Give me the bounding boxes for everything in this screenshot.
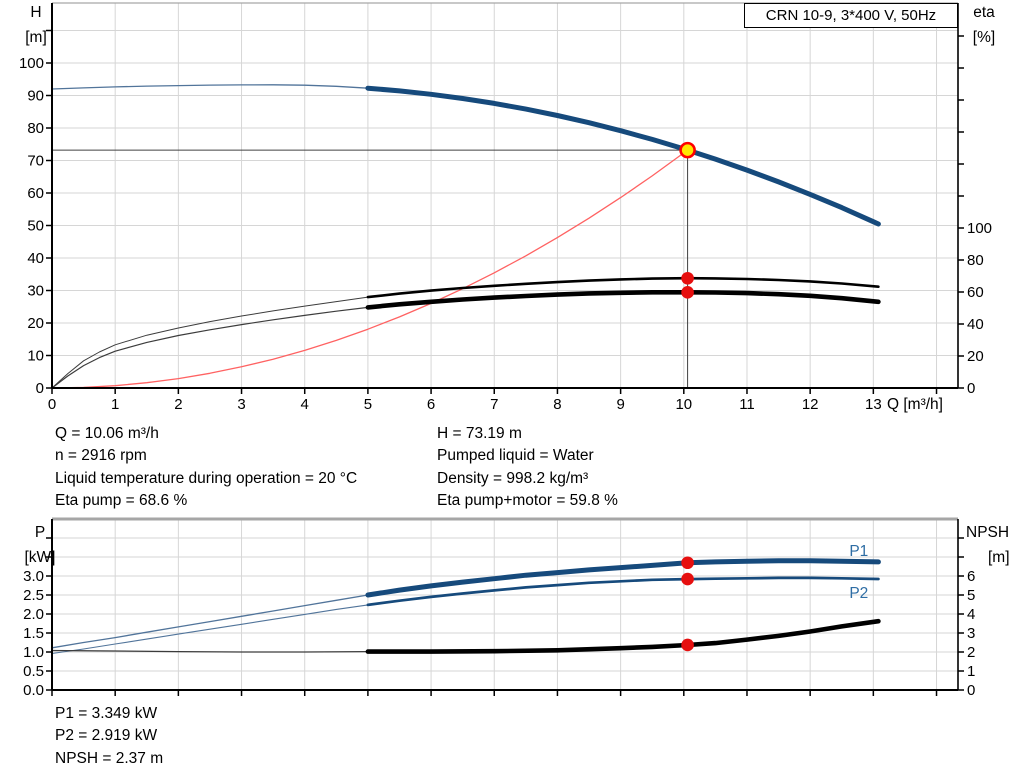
axis-label: 6 xyxy=(967,568,975,585)
axis-label: 3.0 xyxy=(23,568,44,585)
title-box: CRN 10-9, 3*400 V, 50Hz xyxy=(744,3,958,28)
axis-label: 11 xyxy=(739,396,755,413)
pump-curve-curve-thin xyxy=(51,84,368,90)
operating-point-dot-P1 xyxy=(681,556,694,570)
info-eta-pump: Eta pump = 68.6 % xyxy=(55,492,188,510)
P1-curve-thin xyxy=(51,594,369,649)
axis-label: 30 xyxy=(27,283,44,300)
axis-label: 60 xyxy=(27,185,44,202)
P2-curve xyxy=(366,576,880,607)
left-axis-title: P xyxy=(35,524,45,541)
axis-label: 8 xyxy=(553,396,561,413)
duty-point-marker xyxy=(679,141,696,159)
axis-label: 10 xyxy=(27,348,44,365)
axis-label: 4 xyxy=(967,606,975,623)
operating-point-dot-NPSH xyxy=(681,638,694,652)
axis-label: 60 xyxy=(967,284,984,301)
axis-label: 5 xyxy=(364,396,372,413)
operating-info-bottom: P1 = 3.349 kW P2 = 2.919 kW NPSH = 2.37 … xyxy=(55,703,163,770)
axis-label: 0 xyxy=(967,682,975,699)
info-npsh: NPSH = 2.37 m xyxy=(55,749,164,767)
info-liquid-temperature: Liquid temperature during operation = 20… xyxy=(55,469,358,487)
axis-label: 2 xyxy=(174,396,182,413)
P1-curve xyxy=(365,558,881,598)
axis-label: 10 xyxy=(675,396,692,413)
axis-label: 3 xyxy=(237,396,245,413)
left-axis-unit: [m] xyxy=(25,29,47,46)
eta-pump-curve-thin xyxy=(51,296,368,389)
x-axis-title: Q [m³/h] xyxy=(887,396,943,413)
system-curve-curve xyxy=(51,149,688,389)
operating-point-dot-P2 xyxy=(681,572,694,586)
right-axis-title: NPSH xyxy=(966,524,1009,541)
right-axis-unit: [%] xyxy=(973,29,995,46)
axis-label: 50 xyxy=(27,218,44,235)
axis-label: 1.0 xyxy=(23,644,44,661)
info-speed: n = 2916 rpm xyxy=(55,447,147,465)
info-p2: P2 = 2.919 kW xyxy=(55,727,158,745)
axis-label: 1 xyxy=(111,396,119,413)
info-head: H = 73.19 m xyxy=(437,425,522,442)
axis-label: 20 xyxy=(967,348,984,365)
info-pumped-liquid: Pumped liquid = Water xyxy=(437,447,594,465)
axis-label: 5 xyxy=(967,587,975,604)
axis-label: 0 xyxy=(967,380,975,397)
axis-label: 2 xyxy=(967,644,975,661)
operating-point-dot-eta-pump xyxy=(681,271,694,285)
info-flow: Q = 10.06 m³/h xyxy=(55,425,159,442)
grid xyxy=(52,3,958,388)
eta-pump-curve xyxy=(366,276,880,299)
right-axis-title: eta xyxy=(973,4,995,21)
right-axis-unit: [m] xyxy=(988,549,1010,566)
axis-label: 0.5 xyxy=(23,663,44,680)
axis-label: 0 xyxy=(36,380,44,397)
axis-label: 12 xyxy=(802,396,819,413)
curve-label-P1: P1 xyxy=(849,543,868,560)
eta-pump-motor-curve xyxy=(365,290,881,310)
axis-label: 90 xyxy=(27,88,44,105)
axis-label: 2.5 xyxy=(23,587,44,604)
left-axis-unit: [kW] xyxy=(25,549,56,566)
axis-label: 100 xyxy=(967,220,992,237)
axis-label: 80 xyxy=(27,120,44,137)
axis-label: 0.0 xyxy=(23,682,44,699)
left-axis-title: H xyxy=(30,4,41,21)
axis-label: 20 xyxy=(27,315,44,332)
axis-label: 80 xyxy=(967,252,984,269)
grid xyxy=(52,519,958,690)
axis-label: 3 xyxy=(967,625,975,642)
axis-label: 9 xyxy=(616,396,624,413)
axis-label: 1 xyxy=(967,663,975,680)
axis-label: 7 xyxy=(490,396,498,413)
axis-label: 70 xyxy=(27,153,44,170)
curve-label-P2: P2 xyxy=(849,585,868,602)
NPSH-curve xyxy=(365,618,881,654)
axis-label: 1.5 xyxy=(23,625,44,642)
axis-label: 40 xyxy=(27,250,44,267)
info-p1: P1 = 3.349 kW xyxy=(55,705,158,722)
bottom-chart: P1 P2 0.0 0.5 1.0 1.5 2.0 2.5 3.0 0 1 2 3 4 5 6 P [kW] NPS… xyxy=(23,517,1010,699)
axis-label: 4 xyxy=(301,396,309,413)
axis-label: 13 xyxy=(865,396,882,413)
NPSH-curve-thin xyxy=(51,649,368,653)
axis-label: 0 xyxy=(48,396,56,413)
operating-info-left: Q = 10.06 m³/h n = 2916 rpm Liquid tempe… xyxy=(55,423,357,513)
axis-label: 2.0 xyxy=(23,606,44,623)
operating-info-right: H = 73.19 m Pumped liquid = Water Densit… xyxy=(437,423,618,513)
axis-label: 40 xyxy=(967,316,984,333)
pump-curve-curve xyxy=(365,85,881,227)
axis-label: 6 xyxy=(427,396,435,413)
info-eta-pump-motor: Eta pump+motor = 59.8 % xyxy=(437,492,618,510)
info-density: Density = 998.2 kg/m³ xyxy=(437,469,589,487)
P2-curve-thin xyxy=(51,604,368,655)
eta-pump-motor-curve-thin xyxy=(51,306,368,389)
operating-point-dot-eta-pump-motor xyxy=(681,286,694,299)
axis-label: 100 xyxy=(19,55,44,72)
